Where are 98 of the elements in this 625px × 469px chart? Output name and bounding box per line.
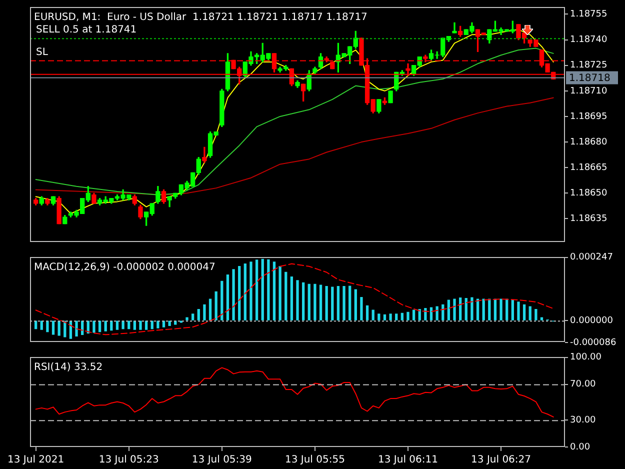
- bar: [46, 320, 49, 332]
- y-tick-label: 1.18710: [570, 86, 608, 96]
- y-tick-label: 0.000000: [570, 316, 614, 326]
- bar: [104, 320, 107, 332]
- bar: [383, 314, 386, 320]
- bar: [186, 317, 188, 320]
- y-tick-label: 30.00: [570, 415, 596, 426]
- x-tick-label: 13 Jul 2021: [8, 454, 64, 466]
- bar: [244, 263, 246, 320]
- bar: [453, 298, 456, 320]
- bar: [406, 312, 410, 320]
- bar: [517, 302, 520, 320]
- bar: [58, 320, 60, 336]
- bar: [156, 320, 160, 328]
- bar: [139, 320, 142, 330]
- bar: [302, 282, 305, 320]
- bar: [389, 314, 392, 320]
- bar: [208, 298, 212, 320]
- bar: [534, 309, 538, 320]
- y-tick-label: 1.18680: [570, 137, 608, 148]
- candlestick: [388, 90, 393, 104]
- bar: [336, 286, 340, 320]
- bar: [255, 260, 258, 320]
- bar: [412, 310, 416, 320]
- x-tick-label: 13 Jul 05:23: [98, 454, 159, 466]
- bar: [430, 307, 433, 320]
- bar: [250, 262, 252, 320]
- bar: [500, 298, 502, 320]
- y-tick-label: 1.18695: [570, 112, 608, 122]
- bar: [395, 314, 398, 320]
- bar: [511, 300, 514, 320]
- chart-title: MACD(12,26,9) -0.000002 0.000047: [34, 262, 216, 273]
- x-tick-label: 13 Jul 06:11: [378, 454, 438, 466]
- bar: [214, 291, 218, 320]
- y-tick-label: 1.18740: [570, 35, 608, 46]
- y-tick-label: -0.000086: [570, 338, 616, 348]
- y-tick-label: 0.00: [570, 442, 590, 452]
- ref-line-label: 1.18718: [569, 72, 610, 84]
- bar: [168, 320, 171, 326]
- bar: [290, 276, 294, 320]
- bar: [314, 284, 316, 320]
- chart-title: EURUSD, M1: Euro - US Dollar 1.18721 1.18721 1.18717 1.18717: [34, 12, 368, 23]
- bar: [522, 304, 526, 320]
- bar: [92, 320, 96, 333]
- y-tick-label: 70.00: [570, 380, 596, 390]
- bar: [348, 286, 352, 320]
- bar: [400, 312, 404, 320]
- bar: [203, 304, 206, 320]
- bar: [232, 269, 235, 320]
- bar: [331, 286, 334, 320]
- bar: [378, 314, 380, 320]
- bar: [540, 317, 544, 320]
- bar: [482, 298, 485, 320]
- bar: [366, 305, 369, 320]
- y-tick-label: 100.00: [570, 352, 602, 363]
- y-tick-label: 0.000247: [570, 252, 613, 263]
- bar: [325, 286, 328, 320]
- y-tick-label: 1.18755: [570, 10, 608, 20]
- bar: [191, 314, 194, 320]
- bar: [272, 262, 276, 320]
- bar: [52, 320, 55, 335]
- y-tick-label: 1.18665: [570, 162, 608, 173]
- bar: [296, 280, 299, 320]
- bar: [238, 266, 241, 320]
- bar: [447, 300, 450, 320]
- bar: [261, 258, 264, 320]
- y-tick-label: 1.18635: [570, 214, 608, 224]
- bar: [226, 274, 230, 320]
- x-tick-label: 13 Jul 06:27: [471, 454, 532, 466]
- bar: [360, 296, 363, 320]
- bar: [278, 266, 282, 320]
- bar: [424, 308, 427, 320]
- bar: [75, 320, 78, 337]
- bar: [284, 272, 288, 320]
- ref-line-label: SELL 0.5 at 1.18741: [36, 24, 137, 36]
- bar: [308, 284, 310, 320]
- bar: [319, 284, 322, 320]
- bar: [342, 286, 346, 320]
- x-tick-label: 13 Jul 05:55: [284, 454, 345, 466]
- bar: [267, 259, 270, 320]
- y-tick-label: 1.18725: [570, 60, 608, 71]
- ref-line-label: SL: [36, 46, 48, 58]
- bar: [464, 298, 468, 320]
- chart-title: RSI(14) 33.52: [34, 362, 103, 373]
- bar: [116, 320, 119, 330]
- bar: [354, 289, 357, 320]
- bar: [528, 306, 532, 320]
- bar: [220, 280, 224, 320]
- bar: [40, 320, 43, 330]
- bar: [436, 306, 438, 320]
- x-tick-label: 13 Jul 05:39: [192, 454, 252, 466]
- bar: [144, 320, 148, 330]
- y-tick-label: 1.18650: [570, 188, 608, 199]
- bar: [372, 310, 374, 320]
- bar: [197, 309, 200, 320]
- line-series: [35, 263, 554, 336]
- bar: [122, 320, 124, 330]
- bar: [470, 297, 474, 320]
